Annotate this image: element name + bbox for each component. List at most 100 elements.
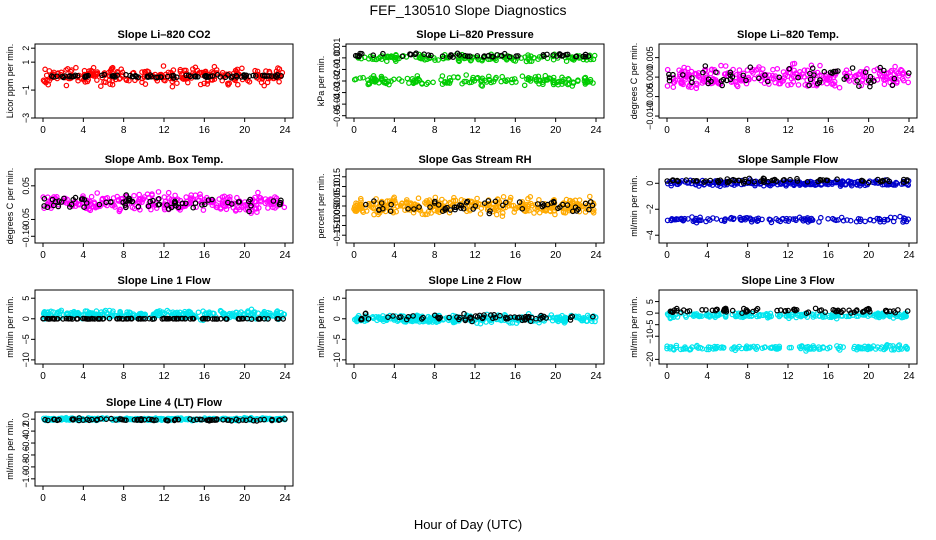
- data-point: [724, 176, 731, 182]
- data-point: [241, 72, 247, 78]
- data-point: [407, 200, 414, 206]
- data-point: [274, 315, 281, 322]
- data-point: [80, 315, 86, 322]
- data-point: [225, 80, 231, 87]
- data-point: [724, 179, 731, 186]
- data-point: [204, 73, 210, 79]
- data-point: [281, 204, 288, 211]
- data-point: [162, 77, 168, 84]
- data-point: [191, 73, 198, 80]
- data-point: [498, 52, 505, 59]
- panel-8: Slope Line 2 Flow 0 4 8 12 16 20 24 5 0 −5 −10 ml/mi…: [316, 275, 605, 382]
- data-point: [390, 196, 397, 202]
- x-tick-label: 20: [239, 371, 251, 382]
- data-point: [892, 63, 898, 70]
- x-tick-label: 12: [782, 250, 794, 261]
- panel-title: Slope Line 4 (LT) Flow: [106, 397, 222, 409]
- data-point: [808, 62, 815, 69]
- panel-3: Slope Li–820 Temp.0 4 8 12 16 20 240.0050.000−…: [629, 29, 918, 136]
- data-point: [418, 316, 425, 322]
- data-point: [816, 219, 822, 225]
- x-tick-label: 4: [705, 250, 711, 261]
- data-point: [140, 315, 146, 322]
- data-point: [506, 53, 513, 60]
- data-point: [102, 79, 109, 86]
- data-point: [864, 346, 871, 353]
- panel-title: Slope Amb. Box Temp.: [105, 154, 224, 166]
- panel-frame: [34, 289, 294, 365]
- data-point: [538, 312, 544, 319]
- data-point: [436, 209, 443, 216]
- data-point: [502, 199, 509, 206]
- data-point: [391, 76, 397, 83]
- data-point: [44, 315, 50, 322]
- data-point: [883, 70, 890, 77]
- data-point: [552, 211, 558, 218]
- data-point: [56, 198, 62, 204]
- data-point: [41, 205, 47, 212]
- y-tick-label: −0.6: [21, 446, 31, 464]
- panel-title: Slope Line 2 Flow: [429, 275, 522, 287]
- data-point: [881, 218, 887, 225]
- y-tick-label: 0.0: [21, 413, 31, 426]
- y-tick-label: −5: [21, 334, 31, 344]
- data-point: [218, 308, 225, 315]
- data-point: [836, 347, 843, 353]
- data-point: [145, 203, 152, 210]
- data-point: [209, 316, 216, 322]
- data-point: [444, 79, 451, 86]
- data-point: [109, 81, 116, 88]
- data-point: [370, 54, 377, 61]
- data-point: [426, 316, 433, 322]
- data-point: [905, 79, 912, 86]
- data-point: [125, 315, 132, 322]
- points: [351, 310, 599, 327]
- y-tick-label: −5: [645, 320, 655, 330]
- y-tick-label: −5: [332, 334, 342, 344]
- data-point: [865, 313, 871, 320]
- y-axis-label: ml/min per min.: [5, 296, 15, 358]
- x-tick-label: 4: [705, 371, 711, 382]
- data-point: [678, 309, 684, 316]
- data-point: [587, 79, 594, 85]
- data-point: [814, 69, 821, 76]
- x-tick-label: 0: [40, 250, 46, 261]
- data-point: [246, 208, 252, 215]
- x-tick-label: 8: [432, 125, 438, 136]
- data-point: [400, 203, 407, 210]
- y-tick-label: −1: [21, 85, 31, 95]
- data-point: [164, 73, 171, 80]
- x-tick-label: 12: [158, 125, 170, 136]
- data-point: [525, 195, 531, 202]
- data-point: [559, 201, 566, 208]
- data-point: [235, 199, 242, 205]
- data-point: [218, 315, 224, 322]
- data-point: [274, 72, 281, 78]
- data-point: [862, 69, 869, 76]
- data-point: [780, 177, 787, 184]
- data-point: [201, 80, 207, 87]
- data-point: [828, 314, 835, 321]
- x-tick-label: 24: [903, 371, 915, 382]
- data-point: [784, 73, 791, 80]
- y-axis-label: ml/min per min.: [5, 418, 15, 480]
- data-point: [499, 202, 506, 209]
- data-point: [194, 416, 200, 423]
- data-point: [697, 344, 704, 351]
- data-point: [67, 204, 73, 210]
- data-point: [165, 189, 172, 196]
- x-tick-label: 16: [199, 250, 211, 261]
- data-point: [664, 83, 671, 89]
- data-point: [671, 346, 677, 353]
- data-point: [900, 69, 907, 76]
- data-point: [357, 195, 364, 202]
- data-point: [95, 316, 102, 322]
- data-point: [109, 65, 115, 72]
- data-point: [265, 205, 271, 211]
- data-point: [876, 71, 883, 77]
- data-point: [754, 343, 761, 350]
- data-point: [135, 416, 141, 423]
- y-tick-label: −0.05: [332, 204, 342, 227]
- data-point: [177, 309, 183, 316]
- data-point: [774, 66, 781, 72]
